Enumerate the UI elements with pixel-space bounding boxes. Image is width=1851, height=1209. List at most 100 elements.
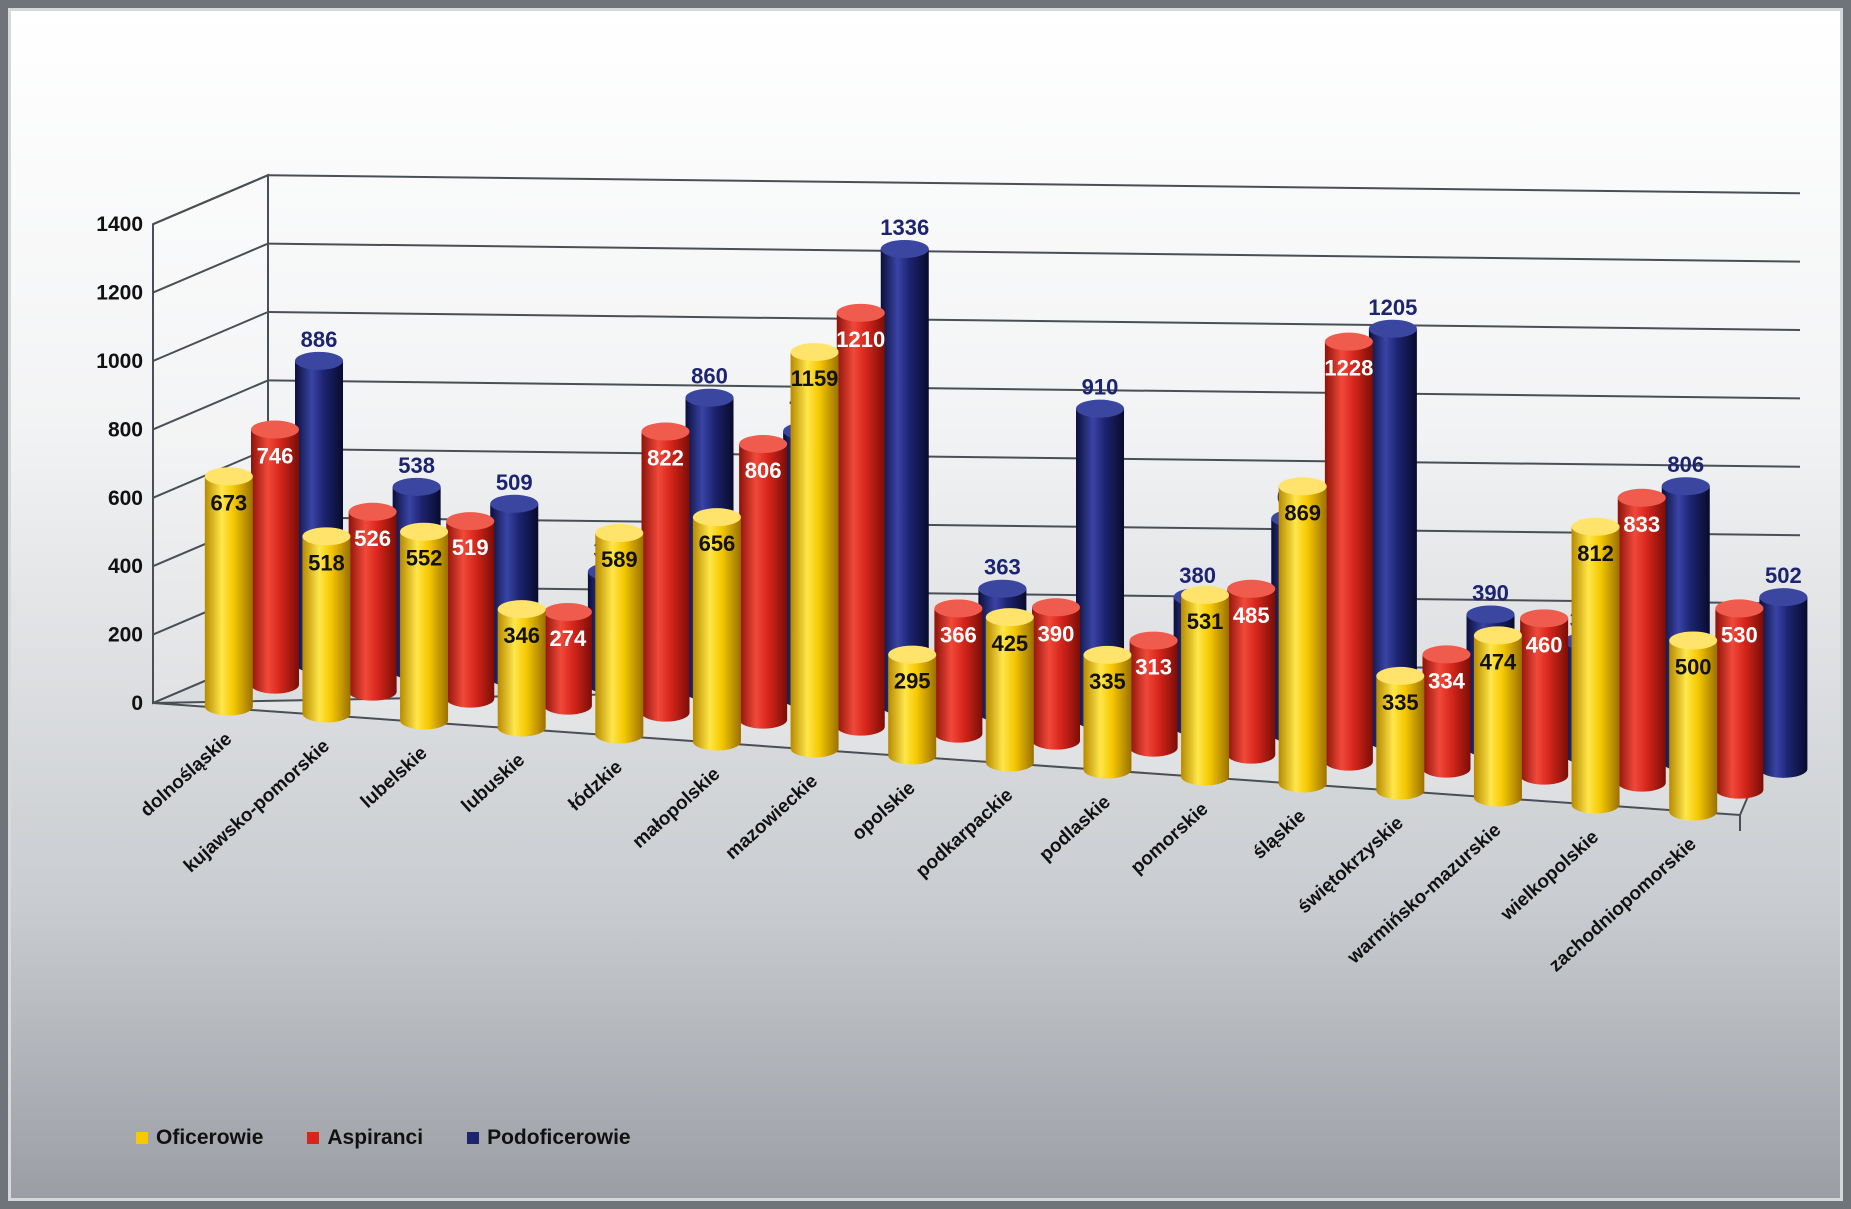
x-category-label: łódzkie	[565, 757, 627, 816]
legend-swatch	[136, 1132, 148, 1144]
data-label: 335	[1382, 690, 1419, 715]
data-label: 474	[1480, 649, 1517, 674]
bar-aspiranci-7: 366	[934, 599, 983, 743]
bar-oficerowie-7: 295	[888, 645, 937, 765]
x-category-label: dolnośląskie	[137, 729, 237, 822]
bar-top	[543, 602, 592, 621]
bar-podoficerowie-15: 502	[1759, 563, 1808, 778]
bar-top	[1617, 488, 1666, 507]
data-label: 531	[1187, 609, 1224, 634]
x-category-label: opolskie	[848, 778, 919, 845]
legend-item-aspiranci: Aspiranci	[307, 1126, 423, 1150]
bar-body	[251, 429, 300, 694]
data-label: 346	[503, 623, 540, 648]
bar-oficerowie-1: 518	[302, 527, 351, 723]
bar-aspiranci-2: 519	[446, 512, 495, 708]
x-category-label: śląskie	[1249, 806, 1310, 864]
legend-swatch	[467, 1132, 480, 1144]
bar-chart-3d: 8865385093318607831336363910380630120539…	[96, 173, 1808, 976]
bar-body	[692, 517, 741, 751]
bar-oficerowie-13: 474	[1473, 626, 1522, 807]
gridline-side	[152, 311, 269, 362]
y-axis-ticks: 0 200 400 600 800 1000 1200 1400	[96, 213, 143, 715]
bar-body	[739, 444, 788, 729]
bar-oficerowie-2: 552	[400, 522, 449, 730]
bar-top	[1759, 588, 1808, 607]
bar-body	[1422, 654, 1471, 778]
bar-podoficerowie-6: 1336	[880, 215, 929, 715]
bar-aspiranci-14: 833	[1617, 488, 1666, 792]
data-label: 485	[1233, 603, 1270, 628]
legend: Oficerowie Aspiranci Podoficerowie	[136, 1126, 675, 1150]
data-label: 390	[1038, 621, 1075, 646]
data-label: 363	[984, 555, 1021, 580]
bar-oficerowie-8: 425	[985, 608, 1034, 772]
bar-aspiranci-15: 530	[1715, 599, 1764, 799]
data-label: 1210	[836, 327, 885, 352]
gridline-side	[152, 174, 269, 226]
bar-top	[1715, 599, 1764, 618]
gridline	[267, 242, 1801, 263]
bar-body	[497, 609, 546, 737]
data-label: 822	[647, 446, 684, 471]
bar-top	[1032, 598, 1081, 617]
bar-top	[880, 239, 929, 258]
bar-oficerowie-11: 869	[1278, 477, 1327, 793]
bar-aspiranci-11: 1228	[1324, 332, 1373, 771]
data-label: 334	[1428, 668, 1465, 693]
bar-body	[790, 352, 839, 758]
gridline	[267, 379, 1801, 400]
bar-aspiranci-1: 526	[348, 502, 397, 701]
data-label: 526	[354, 526, 391, 551]
x-category-label: pomorskie	[1127, 799, 1212, 879]
bar-oficerowie-9: 335	[1083, 645, 1132, 779]
bar-aspiranci-3: 274	[543, 602, 592, 715]
bar-aspiranci-4: 822	[641, 422, 690, 722]
bar-aspiranci-10: 485	[1227, 579, 1276, 764]
bar-oficerowie-6: 1159	[790, 343, 839, 758]
data-label: 806	[745, 458, 782, 483]
data-label: 274	[550, 626, 587, 651]
bar-body	[888, 654, 937, 765]
x-category-label: lubelskie	[357, 743, 431, 813]
bar-aspiranci-8: 390	[1032, 598, 1081, 750]
bar-body	[1032, 607, 1081, 750]
bar-body	[934, 608, 983, 743]
data-label: 530	[1721, 622, 1758, 647]
legend-label: Podoficerowie	[487, 1126, 631, 1149]
data-label: 886	[301, 327, 338, 352]
bar-oficerowie-14: 812	[1571, 517, 1620, 814]
x-category-label: podlaskie	[1036, 792, 1115, 866]
bar-body	[595, 533, 644, 744]
gridline	[267, 174, 1801, 195]
bar-top	[392, 477, 441, 496]
data-label: 390	[1472, 580, 1509, 605]
data-label: 812	[1577, 541, 1614, 566]
bar-body	[348, 511, 397, 701]
bar-top	[985, 608, 1034, 627]
bar-body	[1129, 640, 1178, 757]
legend-item-oficerowie: Oficerowie	[136, 1126, 263, 1150]
y-tick-label: 800	[108, 418, 143, 441]
data-label: 518	[308, 550, 345, 575]
bar-top	[978, 579, 1027, 598]
bar-oficerowie-4: 589	[595, 524, 644, 744]
data-label: 1159	[791, 366, 839, 391]
y-tick-label: 0	[131, 692, 143, 715]
legend-swatch	[307, 1132, 320, 1144]
bar-top	[348, 502, 397, 521]
bar-top	[1473, 626, 1522, 645]
gridline	[267, 447, 1801, 468]
bar-top	[490, 494, 539, 513]
bar-top	[1661, 477, 1710, 496]
bar-body	[1368, 328, 1417, 750]
y-tick-label: 1200	[96, 282, 143, 305]
data-label: 860	[691, 364, 728, 389]
data-label: 673	[210, 490, 247, 515]
data-label: 502	[1765, 563, 1802, 588]
data-label: 509	[496, 470, 533, 495]
y-tick-label: 200	[108, 624, 143, 647]
bar-oficerowie-12: 335	[1376, 666, 1425, 800]
bar-body	[1473, 635, 1522, 807]
